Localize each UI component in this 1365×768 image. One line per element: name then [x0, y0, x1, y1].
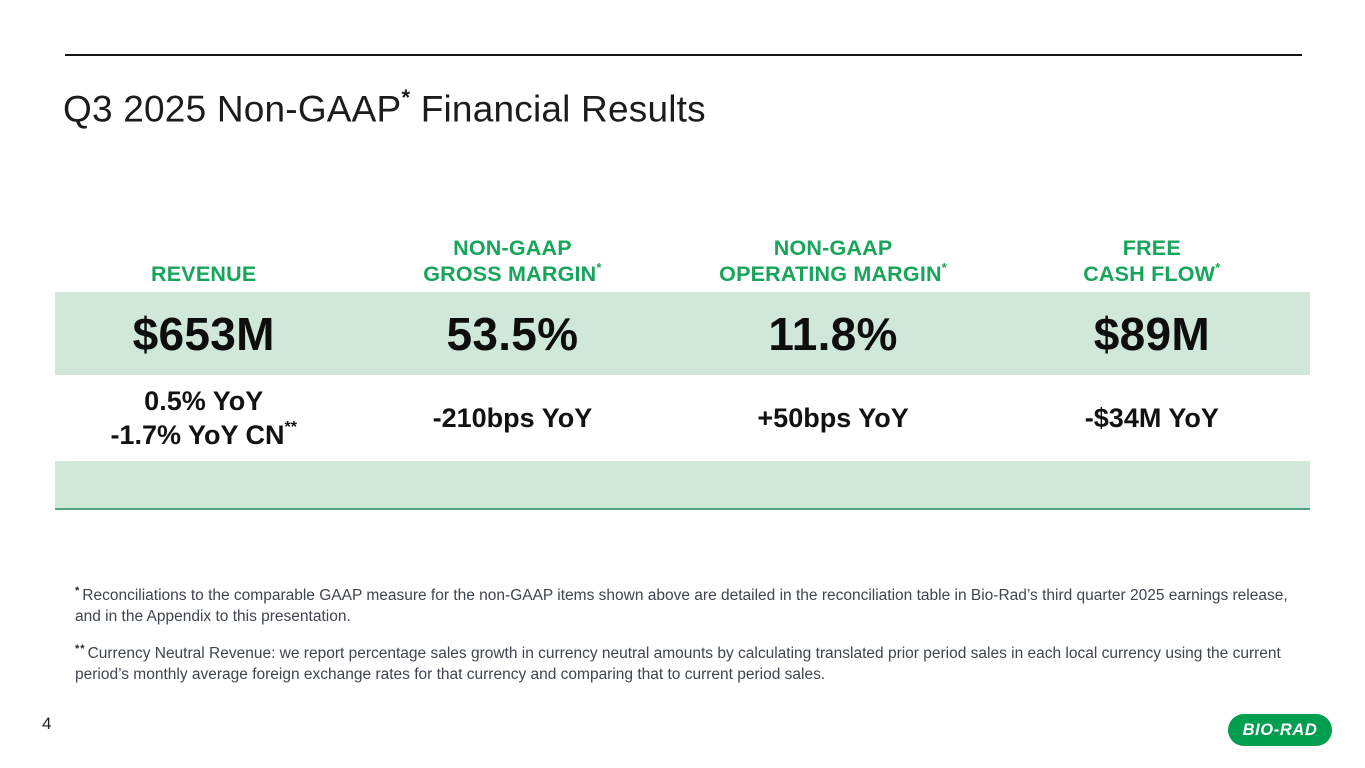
title-text: Q3 2025 Non-GAAP: [63, 88, 402, 130]
metrics-change-row: 0.5% YoY -1.7% YoY CN** -210bps YoY +50b…: [55, 375, 1310, 461]
metric-header-operating-margin: NON-GAAP OPERATING MARGIN*: [672, 222, 993, 288]
change-line: -$34M YoY: [1085, 401, 1219, 435]
change-line: 0.5% YoY: [144, 384, 263, 418]
metric-change-gross-margin: -210bps YoY: [352, 375, 672, 461]
header-label: NON-GAAP: [453, 235, 572, 260]
footnotes: * Reconciliations to the comparable GAAP …: [75, 584, 1290, 701]
footnote-currency-neutral: ** Currency Neutral Revenue: we report pe…: [75, 642, 1290, 685]
bio-rad-logo: BIO-RAD: [1228, 714, 1332, 746]
footnote-text: Currency Neutral Revenue: we report perc…: [75, 645, 1281, 684]
header-asterisk: *: [1215, 260, 1221, 276]
header-label: NON-GAAP: [773, 235, 893, 260]
metric-value-operating-margin: 11.8%: [768, 307, 898, 360]
top-rule: [65, 54, 1302, 56]
header-asterisk: *: [596, 260, 602, 276]
header-label: GROSS MARGIN: [423, 262, 597, 287]
change-line: -210bps YoY: [433, 401, 593, 435]
change-label: -$34M YoY: [1084, 402, 1219, 433]
header-asterisk: *: [941, 260, 947, 276]
header-label: REVENUE: [151, 262, 257, 287]
metric-change-free-cash-flow: -$34M YoY: [994, 375, 1310, 461]
footnote-reconciliations: * Reconciliations to the comparable GAAP …: [75, 584, 1290, 627]
header-line: CASH FLOW*: [1083, 260, 1221, 288]
bio-rad-logo-text: BIO-RAD: [1242, 720, 1318, 739]
header-line: NON-GAAP: [774, 235, 893, 262]
header-line: GROSS MARGIN*: [423, 260, 602, 288]
header-label: FREE: [1122, 235, 1181, 260]
metric-header-gross-margin: NON-GAAP GROSS MARGIN*: [352, 222, 672, 288]
page-number: 4: [42, 714, 52, 733]
bottom-accent-band: [55, 461, 1310, 510]
header-line: NON-GAAP: [453, 235, 572, 262]
change-label: -210bps YoY: [432, 402, 593, 433]
header-label: CASH FLOW: [1083, 262, 1216, 287]
change-label: -1.7% YoY CN: [110, 420, 285, 450]
change-line: +50bps YoY: [757, 401, 908, 435]
change-label: +50bps YoY: [757, 402, 909, 433]
header-label: OPERATING MARGIN: [719, 262, 942, 287]
change-asterisk: **: [284, 419, 297, 436]
metric-value-gross-margin: 53.5%: [446, 307, 579, 360]
metric-value-free-cash-flow: $89M: [1093, 307, 1210, 360]
footnote-marker: *: [75, 585, 81, 597]
metrics-header-row: REVENUE NON-GAAP GROSS MARGIN* NON-GAAP …: [55, 222, 1310, 288]
header-line: REVENUE: [151, 261, 256, 288]
metric-header-free-cash-flow: FREE CASH FLOW*: [994, 222, 1310, 288]
header-line: OPERATING MARGIN*: [719, 260, 947, 288]
title-text-rest: Financial Results: [410, 88, 706, 130]
metric-value-revenue: $653M: [132, 307, 275, 360]
footnote-text: Reconciliations to the comparable GAAP m…: [75, 587, 1288, 625]
header-line: FREE: [1123, 235, 1181, 262]
metric-change-revenue: 0.5% YoY -1.7% YoY CN**: [55, 375, 352, 461]
metric-header-revenue: REVENUE: [55, 222, 352, 288]
change-line: -1.7% YoY CN**: [110, 418, 297, 452]
metrics-value-band: $653M 53.5% 11.8% $89M: [55, 292, 1310, 375]
metric-change-operating-margin: +50bps YoY: [672, 375, 993, 461]
footnote-marker: **: [75, 643, 86, 656]
page-title: Q3 2025 Non-GAAP* Financial Results: [63, 85, 706, 130]
change-label: 0.5% YoY: [144, 385, 264, 416]
title-asterisk: *: [401, 85, 411, 110]
